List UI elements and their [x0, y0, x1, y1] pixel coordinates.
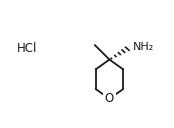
Text: O: O [105, 92, 114, 105]
Text: HCl: HCl [16, 42, 37, 55]
Text: NH₂: NH₂ [132, 42, 154, 52]
